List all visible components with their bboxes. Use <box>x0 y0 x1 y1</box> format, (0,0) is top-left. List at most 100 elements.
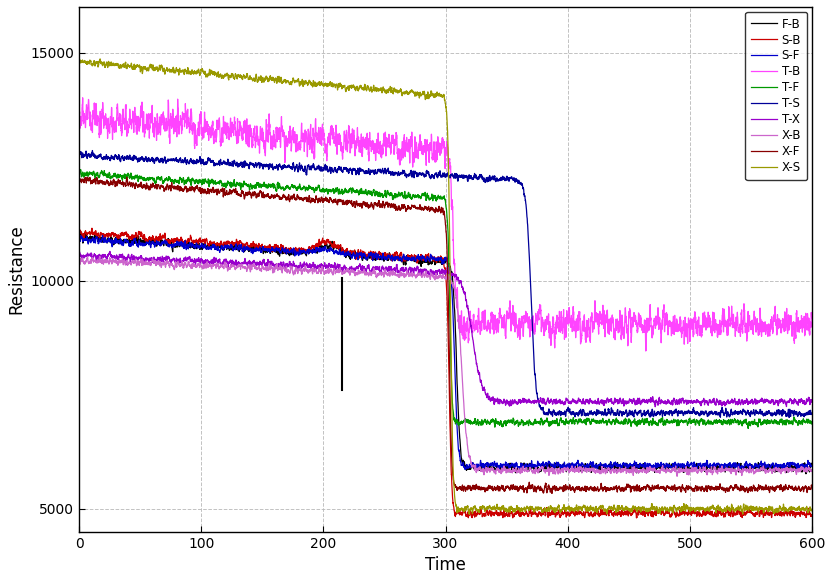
X-F <box>74 175 84 182</box>
T-F <box>403 193 413 200</box>
T-B <box>245 138 255 145</box>
X-B <box>672 473 682 480</box>
X-S <box>464 511 474 518</box>
X-S <box>252 77 262 84</box>
X-F <box>403 205 413 212</box>
F-B <box>807 462 817 469</box>
X-B <box>74 257 84 264</box>
S-F <box>403 254 413 261</box>
X-S <box>74 58 84 64</box>
T-B <box>74 105 84 112</box>
S-F <box>801 463 811 470</box>
F-B <box>350 251 360 258</box>
X-B <box>350 272 360 279</box>
Line: T-X: T-X <box>79 252 812 407</box>
Line: X-S: X-S <box>79 59 812 514</box>
X-F <box>547 490 557 497</box>
T-F <box>76 166 86 173</box>
Line: F-B: F-B <box>79 232 812 474</box>
X-F <box>245 188 255 195</box>
T-X <box>350 266 360 272</box>
F-B <box>245 244 255 251</box>
X-F <box>807 483 817 490</box>
T-S <box>785 414 795 421</box>
S-B <box>403 254 413 261</box>
T-F <box>807 418 817 425</box>
Line: T-S: T-S <box>79 150 812 418</box>
T-S <box>249 160 259 167</box>
S-F <box>807 462 817 469</box>
S-B <box>801 514 811 521</box>
F-B <box>249 245 259 252</box>
S-B <box>252 243 262 250</box>
Line: T-F: T-F <box>79 170 812 428</box>
S-B <box>350 256 360 263</box>
F-B <box>403 254 413 261</box>
F-B <box>801 468 811 475</box>
X-B <box>245 262 255 269</box>
T-S <box>403 171 413 178</box>
T-B <box>77 94 87 101</box>
X-S <box>95 55 105 62</box>
X-B <box>252 266 262 273</box>
S-B <box>245 243 255 250</box>
X-S <box>807 506 817 513</box>
Line: X-F: X-F <box>79 177 812 493</box>
S-F <box>249 248 259 254</box>
S-B <box>249 239 259 246</box>
T-S <box>245 162 255 169</box>
T-X <box>801 398 811 405</box>
T-S <box>801 409 811 416</box>
S-F <box>245 245 255 252</box>
S-F <box>74 237 84 244</box>
S-B <box>807 512 817 519</box>
T-X <box>650 403 660 410</box>
T-S <box>807 410 817 417</box>
X-F <box>801 483 811 490</box>
T-X <box>105 248 115 255</box>
T-B <box>801 319 811 326</box>
F-B <box>77 229 87 236</box>
T-S <box>350 169 360 176</box>
T-F <box>801 418 811 425</box>
Line: X-B: X-B <box>79 256 812 476</box>
T-S <box>252 162 262 168</box>
Legend: F-B, S-B, S-F, T-B, T-F, T-S, T-X, X-B, X-F, X-S: F-B, S-B, S-F, T-B, T-F, T-S, T-X, X-B, … <box>745 12 807 180</box>
T-F <box>74 171 84 178</box>
T-B <box>350 142 360 149</box>
T-F <box>743 425 753 432</box>
X-B <box>95 253 105 260</box>
S-B <box>74 231 84 238</box>
S-B <box>87 225 97 232</box>
X-B <box>403 270 413 277</box>
X-F <box>249 191 259 198</box>
X-axis label: Time: Time <box>425 556 466 574</box>
S-F <box>252 247 262 254</box>
F-B <box>74 235 84 242</box>
T-X <box>245 257 255 264</box>
Y-axis label: Resistance: Resistance <box>7 224 25 314</box>
S-F <box>350 252 360 259</box>
X-S <box>350 87 360 94</box>
X-S <box>249 77 259 84</box>
X-S <box>403 91 413 98</box>
T-B <box>252 128 262 135</box>
Line: T-B: T-B <box>79 98 812 351</box>
T-B <box>641 347 651 354</box>
T-F <box>252 182 262 189</box>
X-F <box>350 203 360 210</box>
S-B <box>631 514 641 521</box>
X-F <box>252 193 262 200</box>
T-X <box>249 259 259 266</box>
X-B <box>249 263 259 270</box>
F-B <box>801 470 811 477</box>
T-X <box>252 259 262 266</box>
X-B <box>801 465 811 472</box>
T-F <box>249 183 259 190</box>
T-B <box>249 131 259 138</box>
T-B <box>403 143 413 150</box>
X-S <box>245 74 255 81</box>
X-F <box>121 174 131 181</box>
Line: S-B: S-B <box>79 228 812 518</box>
T-X <box>403 269 413 276</box>
